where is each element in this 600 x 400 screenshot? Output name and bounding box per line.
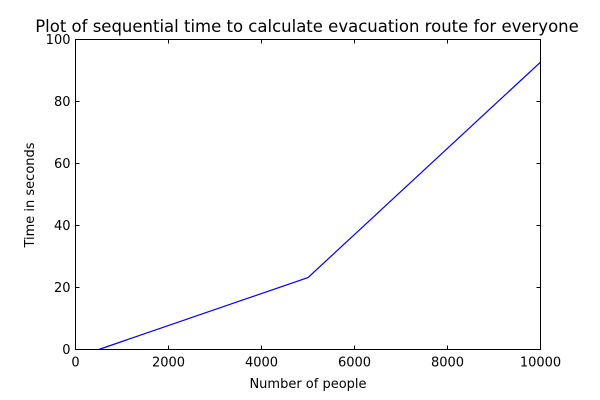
x-tick-label: 10000: [520, 356, 561, 371]
x-tick-label: 8000: [431, 356, 464, 371]
y-tick-label: 0: [62, 343, 70, 358]
y-tick-label: 40: [54, 219, 71, 234]
x-tick-label: 6000: [338, 356, 371, 371]
y-tick-label: 20: [54, 281, 71, 296]
y-tick-label: 60: [54, 157, 71, 172]
x-tick-label: 0: [71, 356, 79, 371]
plot-frame: [75, 39, 541, 350]
y-tick-label: 80: [54, 95, 71, 110]
y-axis-label: Time in seconds: [23, 142, 38, 248]
x-tick-label: 2000: [152, 356, 185, 371]
series-layer: [98, 61, 541, 351]
ticks-layer: 0 2000 4000 6000 8000 10000 0 20 40 60 80 100: [46, 33, 562, 371]
chart-title: Plot of sequential time to calculate eva…: [35, 17, 579, 36]
x-axis-label: Number of people: [249, 377, 366, 392]
x-tick-label: 4000: [245, 356, 278, 371]
series-line-0: [98, 61, 541, 351]
y-tick-label: 100: [46, 33, 71, 48]
